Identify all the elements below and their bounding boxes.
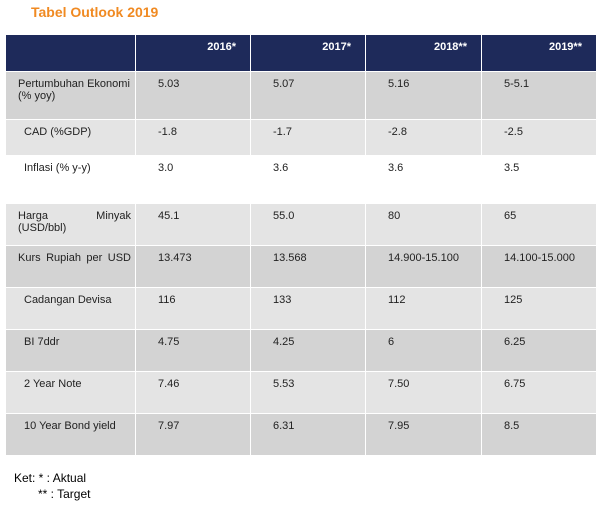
table-cell: 4.25: [251, 329, 366, 371]
table-cell: 65: [482, 203, 596, 245]
footnote-target: ** : Target: [38, 487, 91, 501]
row-label-text: Pertumbuhan Ekonomi (% yoy): [18, 78, 130, 102]
table-cell: 5.53: [251, 371, 366, 413]
table-cell: 6: [366, 329, 482, 371]
table-row: BI 7ddr 4.75 4.25 6 6.25: [6, 329, 596, 371]
table-cell: 14.100-15.000: [482, 245, 596, 287]
table-row: 2 Year Note 7.46 5.53 7.50 6.75: [6, 371, 596, 413]
table-cell: 5.07: [251, 71, 366, 119]
table-cell: 116: [136, 287, 251, 329]
table-cell: 80: [366, 203, 482, 245]
table-cell: 45.1: [136, 203, 251, 245]
table-cell: -2.8: [366, 119, 482, 155]
table-cell: 5-5.1: [482, 71, 596, 119]
header-cell: 2018**: [366, 35, 482, 71]
table-row: Cadangan Devisa 116 133 112 125: [6, 287, 596, 329]
row-label: 2 Year Note: [6, 371, 136, 413]
table-cell: 7.97: [136, 413, 251, 455]
header-cell: 2019**: [482, 35, 596, 71]
table-row: Harga Minyak (USD/bbl) 45.1 55.0 80 65: [6, 203, 596, 245]
table-row: Pertumbuhan Ekonomi (% yoy) 5.03 5.07 5.…: [6, 71, 596, 119]
table-row: Inflasi (% y-y) 3.0 3.6 3.6 3.5: [6, 155, 596, 203]
row-label: Kurs Rupiah per USD: [6, 245, 136, 287]
table-cell: 6.75: [482, 371, 596, 413]
table-cell: 5.03: [136, 71, 251, 119]
table-cell: -1.7: [251, 119, 366, 155]
table-row: Kurs Rupiah per USD 13.473 13.568 14.900…: [6, 245, 596, 287]
row-label: Harga Minyak (USD/bbl): [6, 203, 136, 245]
table-cell: 133: [251, 287, 366, 329]
table-cell: 3.0: [136, 155, 251, 203]
header-cell: 2017*: [251, 35, 366, 71]
table-cell: 6.31: [251, 413, 366, 455]
table-cell: 5.16: [366, 71, 482, 119]
table-cell: -1.8: [136, 119, 251, 155]
table-cell: 8.5: [482, 413, 596, 455]
footnote-actual: Ket: * : Aktual: [14, 471, 87, 485]
header-cell: [6, 35, 136, 71]
table-cell: 3.6: [366, 155, 482, 203]
table-cell: 7.95: [366, 413, 482, 455]
table-cell: 13.473: [136, 245, 251, 287]
table-cell: 4.75: [136, 329, 251, 371]
row-label: CAD (%GDP): [6, 119, 136, 155]
table-cell: 7.46: [136, 371, 251, 413]
table-cell: 14.900-15.100: [366, 245, 482, 287]
table-cell: 112: [366, 287, 482, 329]
table-cell: -2.5: [482, 119, 596, 155]
table-cell: 6.25: [482, 329, 596, 371]
row-label-text: Harga Minyak (USD/bbl): [18, 210, 131, 234]
outlook-table: 2016* 2017* 2018** 2019** Pertumbuhan Ek…: [6, 35, 596, 455]
table-cell: 125: [482, 287, 596, 329]
row-label: Cadangan Devisa: [6, 287, 136, 329]
row-label: 10 Year Bond yield: [6, 413, 136, 455]
table-cell: 3.5: [482, 155, 596, 203]
header-cell: 2016*: [136, 35, 251, 71]
table-cell: 3.6: [251, 155, 366, 203]
table-row: 10 Year Bond yield 7.97 6.31 7.95 8.5: [6, 413, 596, 455]
row-label: Inflasi (% y-y): [6, 155, 136, 203]
row-label: Pertumbuhan Ekonomi (% yoy): [6, 71, 136, 119]
table-row: CAD (%GDP) -1.8 -1.7 -2.8 -2.5: [6, 119, 596, 155]
table-header-row: 2016* 2017* 2018** 2019**: [6, 35, 596, 71]
page-title: Tabel Outlook 2019: [31, 4, 159, 20]
row-label-text: Kurs Rupiah per USD: [18, 252, 131, 264]
table-cell: 55.0: [251, 203, 366, 245]
table-cell: 13.568: [251, 245, 366, 287]
table-cell: 7.50: [366, 371, 482, 413]
row-label: BI 7ddr: [6, 329, 136, 371]
